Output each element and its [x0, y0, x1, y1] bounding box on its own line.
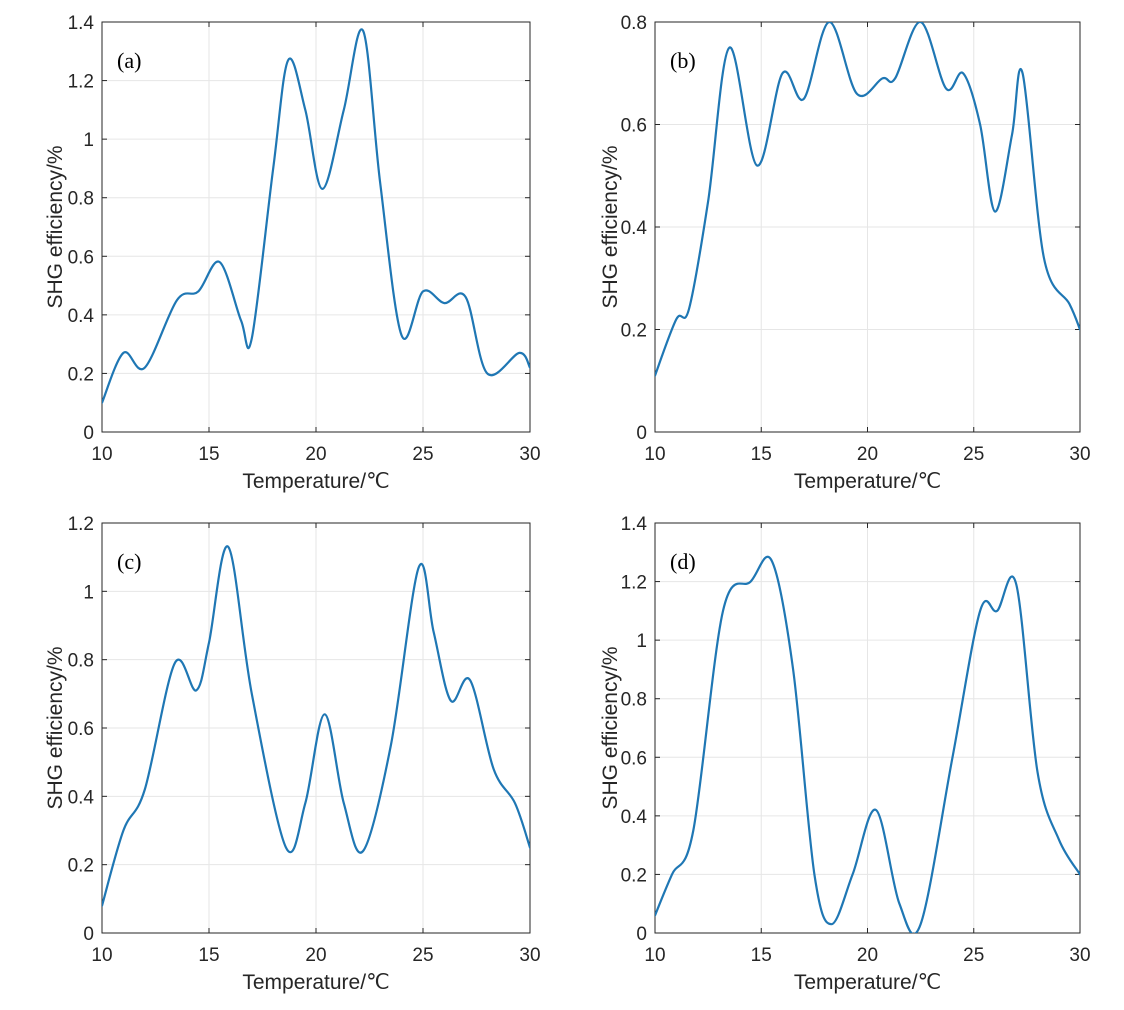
y-tick-label: 1.4	[68, 13, 95, 34]
x-tick-label: 30	[1069, 945, 1090, 966]
x-tick-label: 15	[751, 945, 772, 966]
y-tick-label: 0.2	[621, 865, 647, 886]
y-tick-label: 0.8	[68, 651, 94, 672]
y-tick-label: 0.6	[68, 719, 94, 740]
y-tick-label: 1	[83, 582, 94, 603]
x-tick-label: 10	[91, 945, 112, 966]
y-tick-label: 0	[83, 423, 94, 444]
x-tick-label: 20	[857, 444, 878, 465]
x-tick-label: 20	[305, 444, 326, 465]
y-tick-label: 0.6	[621, 116, 647, 137]
y-tick-label: 0.4	[621, 218, 648, 239]
y-tick-label: 0.6	[621, 748, 647, 769]
y-tick-label: 1	[83, 130, 94, 151]
x-tick-label: 25	[412, 444, 433, 465]
y-axis-label: SHG efficiency/%	[44, 145, 67, 308]
panel-label: (b)	[670, 48, 696, 73]
y-tick-label: 1.2	[68, 514, 94, 535]
x-axis-label: Temperature/℃	[794, 470, 941, 493]
y-tick-label: 1.4	[621, 514, 648, 535]
y-tick-label: 0.4	[68, 787, 95, 808]
y-tick-label: 0.4	[68, 306, 95, 327]
panel-a: 10 15 20 25 30 0 0.2 0.4 0.6 0.8 1 1.2 1.4 Temperatur…	[44, 13, 541, 493]
y-tick-label: 0.2	[68, 856, 94, 877]
x-axis-label: Temperature/℃	[794, 971, 941, 994]
x-tick-label: 30	[519, 945, 540, 966]
panel-label: (a)	[117, 48, 141, 73]
series-line	[655, 555, 1080, 933]
y-tick-label: 0.2	[68, 364, 94, 385]
y-tick-label: 0	[636, 423, 647, 444]
panel-d: 10 15 20 25 30 0 0.2 0.4 0.6 0.8 1 1.2 1.4 Temperatur…	[599, 514, 1091, 994]
y-tick-label: 1.2	[68, 72, 94, 93]
y-tick-label: 1	[636, 631, 647, 652]
x-tick-label: 25	[963, 945, 984, 966]
x-tick-label: 10	[644, 945, 665, 966]
y-axis-label: SHG efficiency/%	[599, 145, 622, 308]
x-tick-label: 25	[412, 945, 433, 966]
y-tick-label: 0.8	[621, 13, 647, 34]
panel-label: (d)	[670, 549, 696, 574]
x-tick-label: 30	[519, 444, 540, 465]
y-tick-label: 0.2	[621, 321, 647, 342]
y-tick-label: 0.4	[621, 807, 648, 828]
x-tick-label: 15	[751, 444, 772, 465]
y-tick-label: 0.8	[621, 690, 647, 711]
panel-b: 10 15 20 25 30 0 0.2 0.4 0.6 0.8 Temperature/℃ SHG …	[599, 13, 1091, 493]
y-tick-label: 0	[83, 924, 94, 945]
x-axis-label: Temperature/℃	[242, 470, 389, 493]
y-tick-label: 1.2	[621, 573, 647, 594]
x-tick-label: 15	[198, 444, 219, 465]
x-axis-label: Temperature/℃	[242, 971, 389, 994]
panel-label: (c)	[117, 549, 141, 574]
y-tick-label: 0.6	[68, 247, 94, 268]
y-axis-label: SHG efficiency/%	[44, 646, 67, 809]
panel-c: 10 15 20 25 30 0 0.2 0.4 0.6 0.8 1 1.2 Temperature/℃…	[44, 514, 541, 994]
x-tick-label: 20	[305, 945, 326, 966]
x-tick-label: 25	[963, 444, 984, 465]
x-tick-label: 15	[198, 945, 219, 966]
x-tick-label: 30	[1069, 444, 1090, 465]
series-line	[655, 22, 1080, 377]
x-tick-label: 10	[644, 444, 665, 465]
y-axis-label: SHG efficiency/%	[599, 646, 622, 809]
series-line	[102, 28, 530, 404]
y-tick-label: 0.8	[68, 189, 94, 210]
x-tick-label: 20	[857, 945, 878, 966]
series-line	[102, 545, 530, 907]
y-tick-label: 0	[636, 924, 647, 945]
x-tick-label: 10	[91, 444, 112, 465]
